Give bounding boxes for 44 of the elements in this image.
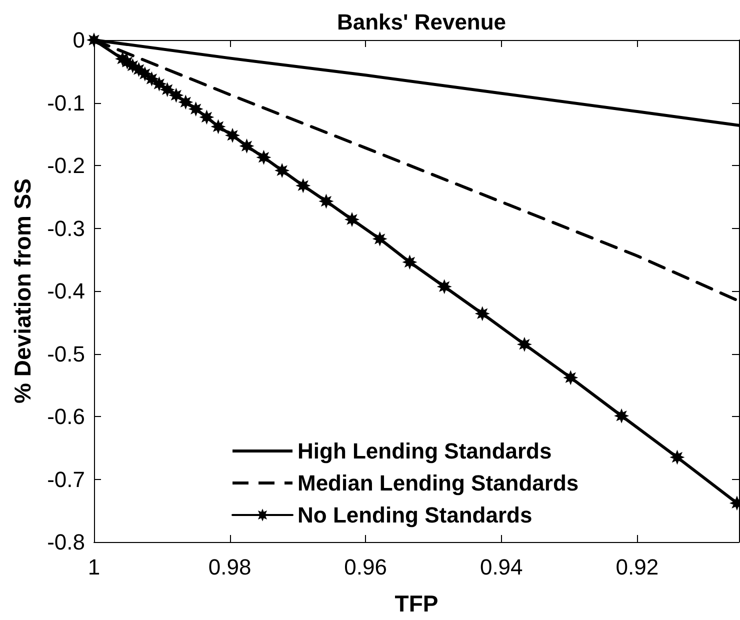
point (402, 254, 418, 270)
y-tick-label: -0.5 (47, 341, 85, 366)
x-axis-title: TFP (394, 590, 438, 616)
point (86, 32, 102, 48)
point (436, 279, 452, 294)
point (296, 178, 311, 194)
legend-label: Median Lending Standards (298, 470, 579, 496)
point (239, 138, 254, 154)
y-tick-label: -0.1 (47, 90, 85, 116)
y-tick-label: -0.3 (47, 216, 85, 241)
y-tick-label: -0.8 (47, 530, 85, 554)
x-tick-label: 1 (88, 554, 100, 580)
point (318, 194, 334, 209)
x-tick-label: 0.94 (480, 554, 523, 580)
point (670, 450, 685, 465)
point (210, 119, 226, 134)
point (199, 110, 214, 125)
y-tick-label: -0.2 (47, 153, 85, 178)
y-tick-label: -0.7 (47, 466, 85, 492)
point (188, 102, 204, 117)
x-tick-label: 0.96 (344, 554, 387, 580)
y-tick-label: 0 (72, 28, 85, 52)
point (256, 150, 272, 165)
point (614, 408, 630, 424)
point (563, 370, 578, 386)
point (516, 336, 532, 352)
point (152, 76, 167, 92)
point (160, 82, 175, 98)
chart-title: Banks' Revenue (336, 10, 506, 34)
point (144, 71, 160, 86)
point (372, 231, 388, 246)
y-tick-label: -0.6 (47, 404, 85, 429)
point (344, 212, 360, 227)
y-axis-title: % Deviation from SS (10, 178, 36, 404)
point (474, 306, 490, 322)
legend-label: High Lending Standards (298, 438, 552, 464)
point (225, 128, 240, 143)
point (274, 163, 290, 178)
y-tick-label: -0.4 (47, 278, 85, 304)
x-tick-label: 0.98 (208, 554, 252, 580)
legend-label: No Lending Standards (298, 502, 532, 528)
point (178, 94, 194, 110)
point (168, 88, 184, 103)
x-tick-label: 0.92 (616, 554, 659, 580)
